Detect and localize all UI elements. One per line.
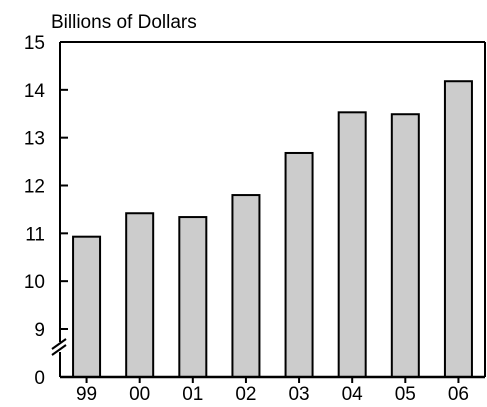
axis-break-mark [51,338,67,350]
axis-break-mark [51,344,67,356]
bar [443,80,473,379]
y-tick-label: 13 [24,129,45,150]
x-tick-label: 01 [182,384,203,402]
bar [390,113,420,378]
axes-layer [51,41,486,383]
x-tick-label: 02 [235,384,256,402]
y-tick-label: 14 [24,81,46,102]
labels-layer: 0 9 10 11 12 13 14 15 99 00 01 02 03 04 05 06 [24,33,469,405]
x-tick-label: 04 [342,384,364,402]
bar [284,151,314,378]
y-tick-label: 0 [34,368,45,389]
x-tick-label: 00 [129,384,150,402]
x-tick-label: 03 [288,384,309,402]
y-tick-label: 9 [34,320,45,341]
y-tick-label: 15 [24,33,45,54]
bars-layer [72,80,473,379]
bar [72,235,102,378]
y-tick-label: 11 [25,224,45,245]
y-tick-label: 10 [24,272,45,293]
x-tick-label: 05 [395,384,416,402]
bar [125,212,155,378]
bar [178,216,208,378]
x-tick-label: 99 [76,384,97,402]
chart-title: Billions of Dollars [51,12,197,33]
bar [231,194,261,378]
bar [337,111,367,378]
x-tick-label: 06 [448,384,469,402]
y-tick-label: 12 [24,177,45,198]
